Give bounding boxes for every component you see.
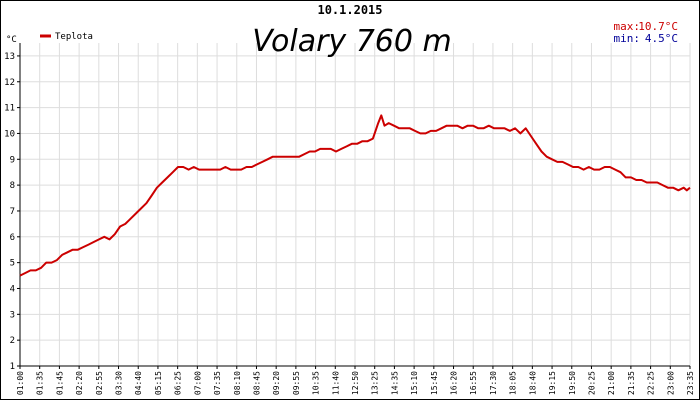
y-tick-label: 9 <box>10 155 15 165</box>
x-tick-label: 01:00 <box>16 371 25 395</box>
y-tick-label: 3 <box>10 310 15 320</box>
y-tick-label: 11 <box>4 104 15 114</box>
chart-title: Volary 760 m <box>252 24 451 59</box>
x-tick-label: 08:45 <box>252 371 261 395</box>
max-label: max: <box>614 20 641 33</box>
y-tick-label: 1 <box>10 362 15 372</box>
x-tick-label: 06:25 <box>174 371 183 395</box>
x-tick-label: 13:25 <box>371 371 380 395</box>
min-value: 4.5°C <box>645 32 678 45</box>
grid <box>19 43 691 367</box>
x-tick-label: 23:35 <box>686 371 695 395</box>
x-tick-label: 16:20 <box>450 371 459 395</box>
series-line-teplota <box>19 114 691 277</box>
y-tick-label: 13 <box>4 52 15 62</box>
x-tick-label: 23:00 <box>666 371 675 395</box>
y-tick-label: 4 <box>10 284 15 294</box>
x-tick-label: 12:50 <box>351 371 360 395</box>
y-tick-label: 2 <box>10 336 15 346</box>
x-tick-label: 20:25 <box>587 371 596 395</box>
x-tick-label: 07:35 <box>213 371 222 395</box>
x-tick-label: 19:50 <box>568 371 577 395</box>
y-tick-label: 5 <box>10 259 15 269</box>
y-tick-label: 6 <box>10 233 15 243</box>
x-tick-label: 15:45 <box>430 371 439 395</box>
x-tick-label: 21:35 <box>627 371 636 395</box>
y-unit-label: °C <box>6 35 17 45</box>
x-tick-label: 02:55 <box>95 371 104 395</box>
x-tick-label: 01:35 <box>36 371 45 395</box>
x-tick-label: 09:20 <box>272 371 281 395</box>
x-tick-label: 22:25 <box>647 371 656 395</box>
y-tick-label: 12 <box>4 78 15 88</box>
min-label: min: <box>614 32 641 45</box>
x-tick-label: 18:05 <box>509 371 518 395</box>
x-tick-label: 11:40 <box>331 371 340 395</box>
x-tick-label: 17:30 <box>489 371 498 395</box>
x-tick-label: 14:35 <box>390 371 399 395</box>
x-tick-label: 03:30 <box>115 371 124 395</box>
max-value: 10.7°C <box>638 20 678 33</box>
x-tick-label: 04:40 <box>134 371 143 395</box>
x-tick-label: 08:10 <box>233 371 242 395</box>
x-tick-label: 21:00 <box>607 371 616 395</box>
x-tick-label: 01:45 <box>55 371 64 395</box>
x-tick-label: 10:35 <box>312 371 321 395</box>
y-tick-label: 8 <box>10 181 15 191</box>
x-tick-label: 15:10 <box>410 371 419 395</box>
x-tick-label: 09:55 <box>292 371 301 395</box>
x-tick-label: 07:00 <box>193 371 202 395</box>
y-tick-label: 7 <box>10 207 15 217</box>
legend-label: Teplota <box>55 32 93 42</box>
y-tick-label: 10 <box>4 129 15 139</box>
x-tick-label: 18:40 <box>528 371 537 395</box>
plot-area <box>19 114 691 277</box>
x-tick-label: 02:20 <box>75 371 84 395</box>
x-axis: 01:00 01:35 01:45 02:20 02:55 03:30 04:40 05:15… <box>16 365 695 395</box>
x-tick-label: 19:15 <box>548 371 557 395</box>
x-tick-label: 05:15 <box>154 371 163 395</box>
x-tick-label: 16:55 <box>469 371 478 395</box>
chart-date: 10.1.2015 <box>317 3 382 17</box>
